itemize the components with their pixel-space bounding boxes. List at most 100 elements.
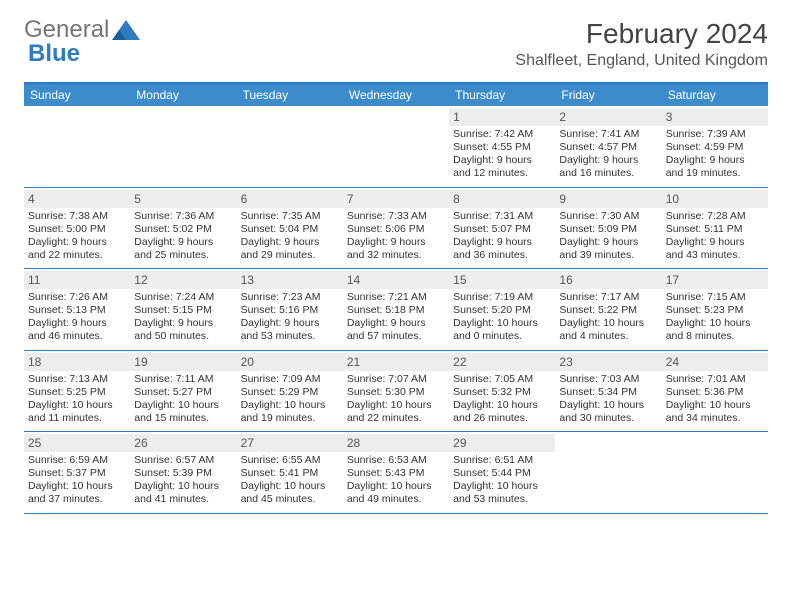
day-sunrise: Sunrise: 7:23 AM [241, 291, 339, 304]
calendar-cell [237, 106, 343, 187]
weekday-header: Sunday [24, 84, 130, 106]
day-daylight1: Daylight: 9 hours [559, 236, 657, 249]
day-sunset: Sunset: 5:13 PM [28, 304, 126, 317]
calendar-cell [130, 106, 236, 187]
calendar-cell: 18Sunrise: 7:13 AMSunset: 5:25 PMDayligh… [24, 351, 130, 432]
calendar-cell: 1Sunrise: 7:42 AMSunset: 4:55 PMDaylight… [449, 106, 555, 187]
day-sunset: Sunset: 5:11 PM [666, 223, 764, 236]
day-number: 3 [662, 108, 768, 126]
day-sunset: Sunset: 5:41 PM [241, 467, 339, 480]
calendar-cell: 26Sunrise: 6:57 AMSunset: 5:39 PMDayligh… [130, 432, 236, 513]
day-sunset: Sunset: 5:39 PM [134, 467, 232, 480]
day-daylight2: and 22 minutes. [28, 249, 126, 262]
day-sunrise: Sunrise: 7:28 AM [666, 210, 764, 223]
day-sunrise: Sunrise: 7:21 AM [347, 291, 445, 304]
day-sunrise: Sunrise: 7:15 AM [666, 291, 764, 304]
day-sunset: Sunset: 5:07 PM [453, 223, 551, 236]
day-sunset: Sunset: 5:43 PM [347, 467, 445, 480]
day-info: Sunrise: 6:51 AMSunset: 5:44 PMDaylight:… [453, 454, 551, 507]
day-daylight2: and 37 minutes. [28, 493, 126, 506]
day-daylight1: Daylight: 9 hours [453, 154, 551, 167]
calendar-cell: 4 Sunrise: 7:38 AMSunset: 5:00 PMDaylight… [24, 188, 130, 269]
day-sunset: Sunset: 5:20 PM [453, 304, 551, 317]
day-daylight1: Daylight: 9 hours [347, 317, 445, 330]
day-info: Sunrise: 7:17 AMSunset: 5:22 PMDaylight:… [559, 291, 657, 344]
day-sunset: Sunset: 4:57 PM [559, 141, 657, 154]
calendar-cell: 20Sunrise: 7:09 AMSunset: 5:29 PMDayligh… [237, 351, 343, 432]
day-info: Sunrise: 7:24 AMSunset: 5:15 PMDaylight:… [134, 291, 232, 344]
day-daylight2: and 45 minutes. [241, 493, 339, 506]
day-number: 20 [237, 353, 343, 371]
day-sunset: Sunset: 5:15 PM [134, 304, 232, 317]
day-daylight1: Daylight: 9 hours [134, 317, 232, 330]
calendar-cell: 19Sunrise: 7:11 AMSunset: 5:27 PMDayligh… [130, 351, 236, 432]
weekday-header: Monday [130, 84, 236, 106]
day-info: Sunrise: 7:35 AMSunset: 5:04 PMDaylight:… [241, 210, 339, 263]
calendar-cell: 24 Sunrise: 7:01 AMSunset: 5:36 PMDayligh… [662, 351, 768, 432]
calendar-cell: 25Sunrise: 6:59 AMSunset: 5:37 PMDayligh… [24, 432, 130, 513]
day-number: 24 [662, 353, 768, 371]
day-number: 11 [24, 271, 130, 289]
calendar-cell [24, 106, 130, 187]
day-daylight1: Daylight: 10 hours [347, 399, 445, 412]
day-daylight1: Daylight: 10 hours [28, 399, 126, 412]
day-sunrise: Sunrise: 6:51 AM [453, 454, 551, 467]
day-number: 22 [449, 353, 555, 371]
day-sunrise: Sunrise: 7:31 AM [453, 210, 551, 223]
day-sunrise: Sunrise: 7:19 AM [453, 291, 551, 304]
brand-triangle-icon [112, 18, 140, 40]
day-sunrise: Sunrise: 7:11 AM [134, 373, 232, 386]
day-number: 8 [449, 190, 555, 208]
day-number: 18 [24, 353, 130, 371]
day-info: Sunrise: 6:53 AMSunset: 5:43 PMDaylight:… [347, 454, 445, 507]
day-info: Sunrise: 7:23 AMSunset: 5:16 PMDaylight:… [241, 291, 339, 344]
day-sunrise: Sunrise: 6:55 AM [241, 454, 339, 467]
day-sunrise: Sunrise: 7:09 AM [241, 373, 339, 386]
day-sunset: Sunset: 4:59 PM [666, 141, 764, 154]
day-number: 10 [662, 190, 768, 208]
day-daylight1: Daylight: 10 hours [453, 317, 551, 330]
day-daylight1: Daylight: 10 hours [241, 399, 339, 412]
day-daylight1: Daylight: 9 hours [241, 317, 339, 330]
day-daylight1: Daylight: 9 hours [347, 236, 445, 249]
day-sunrise: Sunrise: 7:01 AM [666, 373, 764, 386]
calendar-cell: 5Sunrise: 7:36 AMSunset: 5:02 PMDaylight… [130, 188, 236, 269]
day-info: Sunrise: 7:30 AMSunset: 5:09 PMDaylight:… [559, 210, 657, 263]
day-info: Sunrise: 7:33 AMSunset: 5:06 PMDaylight:… [347, 210, 445, 263]
day-sunset: Sunset: 5:34 PM [559, 386, 657, 399]
day-info: Sunrise: 7:07 AMSunset: 5:30 PMDaylight:… [347, 373, 445, 426]
day-sunset: Sunset: 5:04 PM [241, 223, 339, 236]
day-info: Sunrise: 7:01 AMSunset: 5:36 PMDaylight:… [666, 373, 764, 426]
calendar-cell: 21Sunrise: 7:07 AMSunset: 5:30 PMDayligh… [343, 351, 449, 432]
day-daylight2: and 49 minutes. [347, 493, 445, 506]
day-daylight2: and 25 minutes. [134, 249, 232, 262]
day-daylight2: and 29 minutes. [241, 249, 339, 262]
day-info: Sunrise: 7:28 AMSunset: 5:11 PMDaylight:… [666, 210, 764, 263]
day-daylight2: and 8 minutes. [666, 330, 764, 343]
day-sunrise: Sunrise: 7:03 AM [559, 373, 657, 386]
day-sunrise: Sunrise: 7:39 AM [666, 128, 764, 141]
calendar-cell: 3Sunrise: 7:39 AMSunset: 4:59 PMDaylight… [662, 106, 768, 187]
day-info: Sunrise: 7:05 AMSunset: 5:32 PMDaylight:… [453, 373, 551, 426]
calendar-week-row: 18Sunrise: 7:13 AMSunset: 5:25 PMDayligh… [24, 351, 768, 433]
day-number: 26 [130, 434, 236, 452]
calendar-cell: 27Sunrise: 6:55 AMSunset: 5:41 PMDayligh… [237, 432, 343, 513]
day-sunrise: Sunrise: 7:26 AM [28, 291, 126, 304]
day-number: 9 [555, 190, 661, 208]
day-info: Sunrise: 7:42 AMSunset: 4:55 PMDaylight:… [453, 128, 551, 181]
day-sunset: Sunset: 5:44 PM [453, 467, 551, 480]
day-number: 29 [449, 434, 555, 452]
day-info: Sunrise: 7:19 AMSunset: 5:20 PMDaylight:… [453, 291, 551, 344]
day-sunrise: Sunrise: 7:41 AM [559, 128, 657, 141]
day-daylight2: and 15 minutes. [134, 412, 232, 425]
day-number: 4 [24, 190, 130, 208]
day-number: 5 [130, 190, 236, 208]
day-daylight1: Daylight: 9 hours [28, 317, 126, 330]
weekday-header: Thursday [449, 84, 555, 106]
day-sunrise: Sunrise: 7:38 AM [28, 210, 126, 223]
calendar-cell: 11 Sunrise: 7:26 AMSunset: 5:13 PMDayligh… [24, 269, 130, 350]
day-daylight2: and 41 minutes. [134, 493, 232, 506]
day-info: Sunrise: 7:38 AMSunset: 5:00 PMDaylight:… [28, 210, 126, 263]
day-number: 28 [343, 434, 449, 452]
day-sunrise: Sunrise: 7:36 AM [134, 210, 232, 223]
